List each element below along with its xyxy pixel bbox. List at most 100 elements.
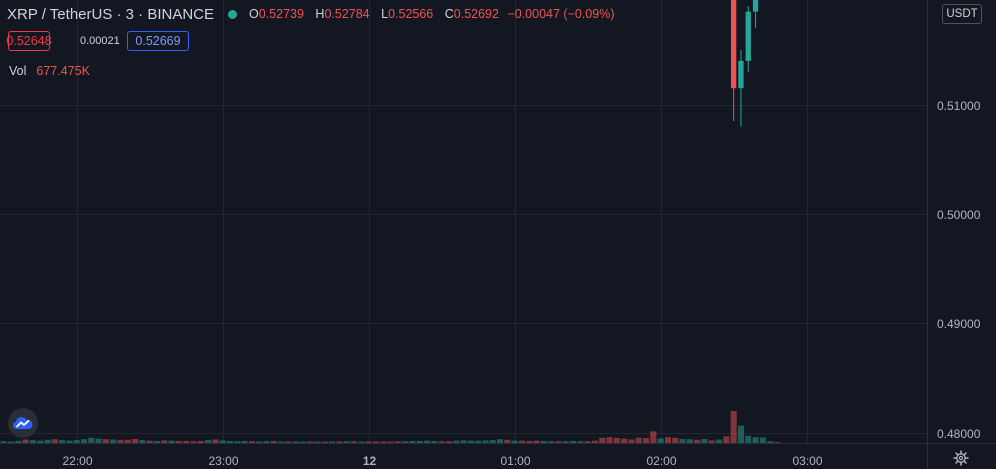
buy-button[interactable]: 0.52669 (127, 31, 189, 51)
gear-icon[interactable] (953, 450, 969, 466)
high-label: H (315, 7, 325, 21)
volume-bar (29, 440, 36, 443)
volume-bar (445, 441, 452, 443)
volume-bar (730, 411, 737, 443)
volume-bar (205, 440, 212, 443)
volume-bar (321, 441, 328, 443)
volume-bar (540, 440, 547, 443)
volume-bar (701, 438, 708, 443)
symbol-header: XRP / TetherUS · 3 · BINANCE O0.52739 H0… (7, 4, 614, 24)
volume-bar (650, 431, 657, 443)
volume-bar (190, 441, 197, 443)
close-value: 0.52692 (453, 7, 499, 21)
volume-bar (694, 439, 701, 443)
currency-button[interactable]: USDT (942, 4, 982, 24)
sell-button[interactable]: 0.52648 (6, 31, 52, 51)
volume-bar (591, 440, 598, 443)
low-label: L (381, 7, 389, 21)
volume-bar (372, 441, 379, 443)
volume-bar (562, 441, 569, 443)
volume-bar (153, 440, 160, 443)
volume-bar (431, 440, 438, 443)
volume-bar (438, 441, 445, 443)
volume-bar (409, 440, 416, 443)
volume-bar (664, 437, 671, 443)
volume-bar (599, 437, 606, 443)
time-axis: 22:00 23:00 12 01:00 02:00 03:00 (0, 443, 996, 469)
volume-bar (606, 437, 613, 443)
volume-bar (759, 437, 766, 443)
volume-bar (635, 437, 642, 443)
candle-body (752, 0, 759, 12)
volume-bar (285, 441, 292, 443)
volume-bar (365, 441, 372, 443)
candle-body (745, 11, 751, 61)
volume-bar (584, 441, 591, 443)
open-label: O (249, 7, 259, 21)
time-tick-label: 22:00 (62, 454, 92, 468)
volume-bar (387, 441, 394, 443)
volume-bar (453, 440, 460, 443)
volume-label: Vol (9, 64, 27, 78)
volume-bar (708, 440, 715, 443)
price-axis: 0.480000.490000.500000.510000.520000.530… (927, 0, 996, 469)
volume-bar (226, 440, 233, 443)
volume-bar (518, 440, 525, 443)
volume-bar (533, 440, 540, 443)
volume-bar (59, 440, 66, 443)
change-value: −0.00047 (−0.09%) (507, 7, 615, 21)
volume-bar (212, 439, 219, 443)
candle-body (731, 0, 737, 89)
volume-bar (511, 440, 518, 443)
volume-bar (723, 436, 730, 443)
volume-bar (15, 440, 22, 443)
candlestick-series (731, 0, 759, 127)
time-tick-label: 01:00 (500, 454, 530, 468)
volume-legend: Vol 677.475K (9, 64, 90, 78)
volume-bar (351, 441, 358, 443)
volume-bar (343, 441, 350, 443)
volume-bar (292, 441, 299, 443)
volume-bar (270, 440, 277, 443)
volume-bar (416, 440, 423, 443)
symbol-title[interactable]: XRP / TetherUS · 3 · BINANCE (7, 5, 215, 23)
price-tick-label: 0.49000 (937, 317, 981, 331)
time-tick-label: 03:00 (792, 454, 822, 468)
volume-bar (424, 440, 431, 443)
volume-bar (489, 440, 496, 443)
volume-bar (139, 440, 146, 443)
volume-bar (73, 440, 80, 443)
volume-bar (467, 440, 474, 443)
volume-bar (767, 441, 774, 443)
volume-bar (475, 440, 482, 443)
tradingview-logo-icon[interactable] (8, 408, 38, 438)
price-tick-label: 0.51000 (937, 99, 981, 113)
volume-value: 677.475K (36, 64, 90, 78)
volume-bar (307, 441, 314, 443)
volume-bar (117, 440, 124, 443)
candle-body (738, 60, 744, 89)
volume-bar (110, 439, 117, 443)
volume-bar (526, 440, 533, 443)
volume-bar (95, 438, 102, 443)
volume-bar (504, 439, 511, 443)
volume-bar (774, 442, 781, 443)
volume-bar (66, 440, 73, 443)
close-label: C (444, 7, 454, 21)
volume-bar (299, 441, 306, 443)
volume-bar (314, 441, 321, 443)
time-tick-label: 02:00 (646, 454, 676, 468)
volume-bar (44, 439, 51, 443)
volume-bar (168, 440, 175, 443)
volume-bar (278, 441, 285, 443)
price-axis-panel (927, 0, 996, 469)
time-axis-panel (0, 443, 927, 469)
volume-bar (482, 440, 489, 443)
volume-bar (402, 441, 409, 443)
volume-bar (219, 440, 226, 443)
volume-bar (7, 441, 14, 443)
volume-bar (737, 425, 744, 443)
market-status-icon (228, 9, 238, 19)
volume-bar (745, 435, 752, 443)
